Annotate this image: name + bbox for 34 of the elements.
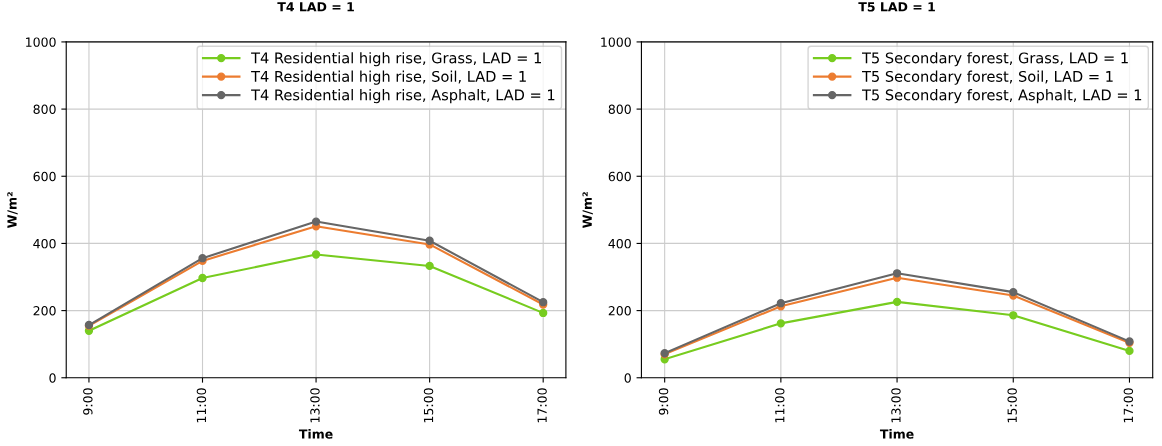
legend-label: T5 Secondary forest, Asphalt, LAD = 1 — [862, 89, 1142, 104]
x-tick-label: 11:00 — [196, 388, 207, 423]
y-tick-label: 400 — [33, 238, 56, 249]
y-tick-label: 600 — [608, 171, 631, 182]
y-tick-label: 1000 — [26, 37, 56, 47]
chart-title: T5 LAD = 1 — [858, 2, 935, 12]
y-axis-title: W/m² — [7, 192, 18, 228]
y-tick-label: 600 — [33, 171, 56, 182]
legend-label: T5 Secondary forest, Grass, LAD = 1 — [862, 52, 1128, 67]
x-axis-title: Time — [298, 429, 333, 439]
legend-label: T4 Residential high rise, Asphalt, LAD = 1 — [251, 89, 555, 104]
chart-title: T4 LAD = 1 — [277, 2, 354, 12]
y-tick-label: 400 — [608, 238, 631, 249]
x-tick-label: 13:00 — [891, 388, 901, 423]
y-tick-label: 0 — [624, 373, 631, 383]
y-tick-label: 800 — [608, 104, 631, 115]
legend-label: T4 Residential high rise, Soil, LAD = 1 — [251, 70, 526, 85]
y-tick-label: 200 — [33, 306, 56, 316]
x-tick-label: 17:00 — [1123, 388, 1134, 423]
y-tick-label: 800 — [33, 104, 56, 115]
x-tick-label: 9:00 — [83, 388, 93, 415]
x-tick-label: 17:00 — [537, 388, 547, 423]
x-tick-label: 15:00 — [1007, 388, 1017, 423]
legend-label: T4 Residential high rise, Grass, LAD = 1 — [251, 52, 541, 67]
y-tick-label: 0 — [49, 373, 56, 383]
y-tick-label: 200 — [608, 306, 631, 316]
x-tick-label: 15:00 — [423, 388, 434, 423]
y-tick-label: 1000 — [601, 37, 631, 47]
x-tick-label: 11:00 — [775, 388, 785, 423]
x-tick-label: 13:00 — [310, 388, 320, 423]
x-tick-label: 9:00 — [658, 388, 669, 415]
legend-label: T5 Secondary forest, Soil, LAD = 1 — [862, 70, 1113, 85]
x-axis-title: Time — [879, 429, 914, 439]
y-axis-title: W/m² — [582, 192, 593, 228]
